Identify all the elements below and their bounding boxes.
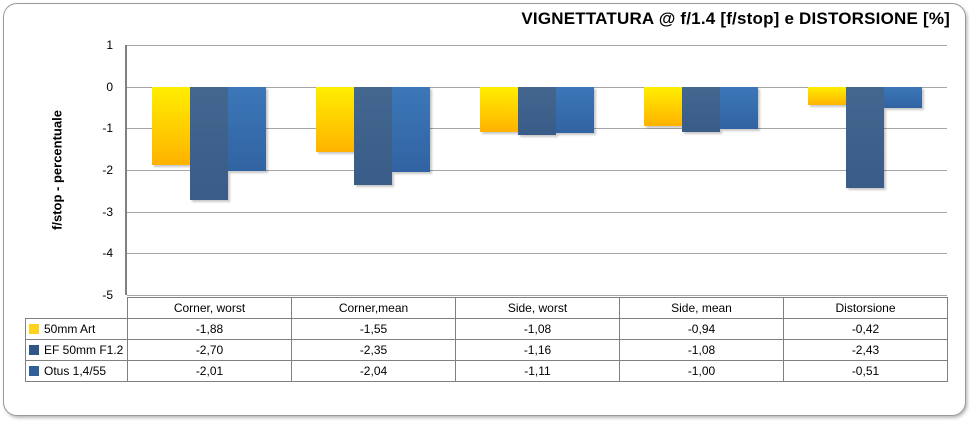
gridline--2 xyxy=(127,170,947,171)
bar-series2-cat2 xyxy=(354,87,392,185)
bar-series1-cat1 xyxy=(152,87,190,166)
table-header-cell: Side, mean xyxy=(619,297,784,319)
legend-row-3: Otus 1,4/55 xyxy=(25,360,128,382)
table-value-cell: -0,51 xyxy=(783,360,948,382)
table-value-cell: -2,04 xyxy=(291,360,456,382)
table-value-cell: -2,43 xyxy=(783,339,948,361)
bar-series3-cat2 xyxy=(392,87,430,172)
table-header-cell: Corner,mean xyxy=(291,297,456,319)
bar-series2-cat3 xyxy=(518,87,556,136)
table-header-cell: Distorsione xyxy=(783,297,948,319)
bar-series3-cat4 xyxy=(720,87,758,129)
table-value-cell: -1,00 xyxy=(619,360,784,382)
legend-row-1: 50mm Art xyxy=(25,318,128,340)
legend-swatch-icon xyxy=(29,345,39,355)
legend-swatch-icon xyxy=(29,324,39,334)
y-tick-label: -4 xyxy=(102,246,113,261)
y-axis-title: f/stop - percentuale xyxy=(49,110,65,230)
table-value-cell: -2,01 xyxy=(127,360,292,382)
table-value-cell: -1,88 xyxy=(127,318,292,340)
legend-label: 50mm Art xyxy=(44,322,96,336)
gridline--5 xyxy=(127,295,947,296)
bar-series2-cat5 xyxy=(846,87,884,189)
legend-swatch-icon xyxy=(29,366,39,376)
bar-series3-cat5 xyxy=(884,87,922,109)
bar-series3-cat3 xyxy=(556,87,594,134)
table-header-cell: Corner, worst xyxy=(127,297,292,319)
y-tick-label: 0 xyxy=(106,79,113,94)
table-value-cell: -1,11 xyxy=(455,360,620,382)
table-value-cell: -1,08 xyxy=(619,339,784,361)
table-value-cell: -2,70 xyxy=(127,339,292,361)
bar-series1-cat5 xyxy=(808,87,846,105)
table-value-cell: -1,08 xyxy=(455,318,620,340)
chart-title: VIGNETTATURA @ f/1.4 [f/stop] e DISTORSI… xyxy=(521,9,950,28)
y-tick-label: -2 xyxy=(102,163,113,177)
legend-row-2: EF 50mm F1.2 L xyxy=(25,339,128,361)
bar-series1-cat4 xyxy=(644,87,682,127)
gridline--4 xyxy=(127,253,947,255)
table-value-cell: -1,55 xyxy=(291,318,456,340)
legend-label: Otus 1,4/55 xyxy=(44,364,107,378)
legend-label: EF 50mm F1.2 L xyxy=(44,343,128,357)
y-tick-label: -3 xyxy=(102,204,113,219)
y-tick-label: -1 xyxy=(102,121,113,136)
bar-series2-cat1 xyxy=(190,87,228,200)
gridline--3 xyxy=(127,211,947,213)
y-tick-label: -5 xyxy=(102,288,113,302)
y-tick-label: 1 xyxy=(106,38,113,52)
bar-series1-cat2 xyxy=(316,87,354,152)
bar-series3-cat1 xyxy=(228,87,266,171)
bar-series2-cat4 xyxy=(682,87,720,132)
gridline-1 xyxy=(127,45,947,46)
table-header-cell: Side, worst xyxy=(455,297,620,319)
table-value-cell: -0,42 xyxy=(783,318,948,340)
table-value-cell: -1,16 xyxy=(455,339,620,361)
table-value-cell: -2,35 xyxy=(291,339,456,361)
y-axis-line xyxy=(125,45,127,295)
table-value-cell: -0,94 xyxy=(619,318,784,340)
bar-series1-cat3 xyxy=(480,87,518,132)
